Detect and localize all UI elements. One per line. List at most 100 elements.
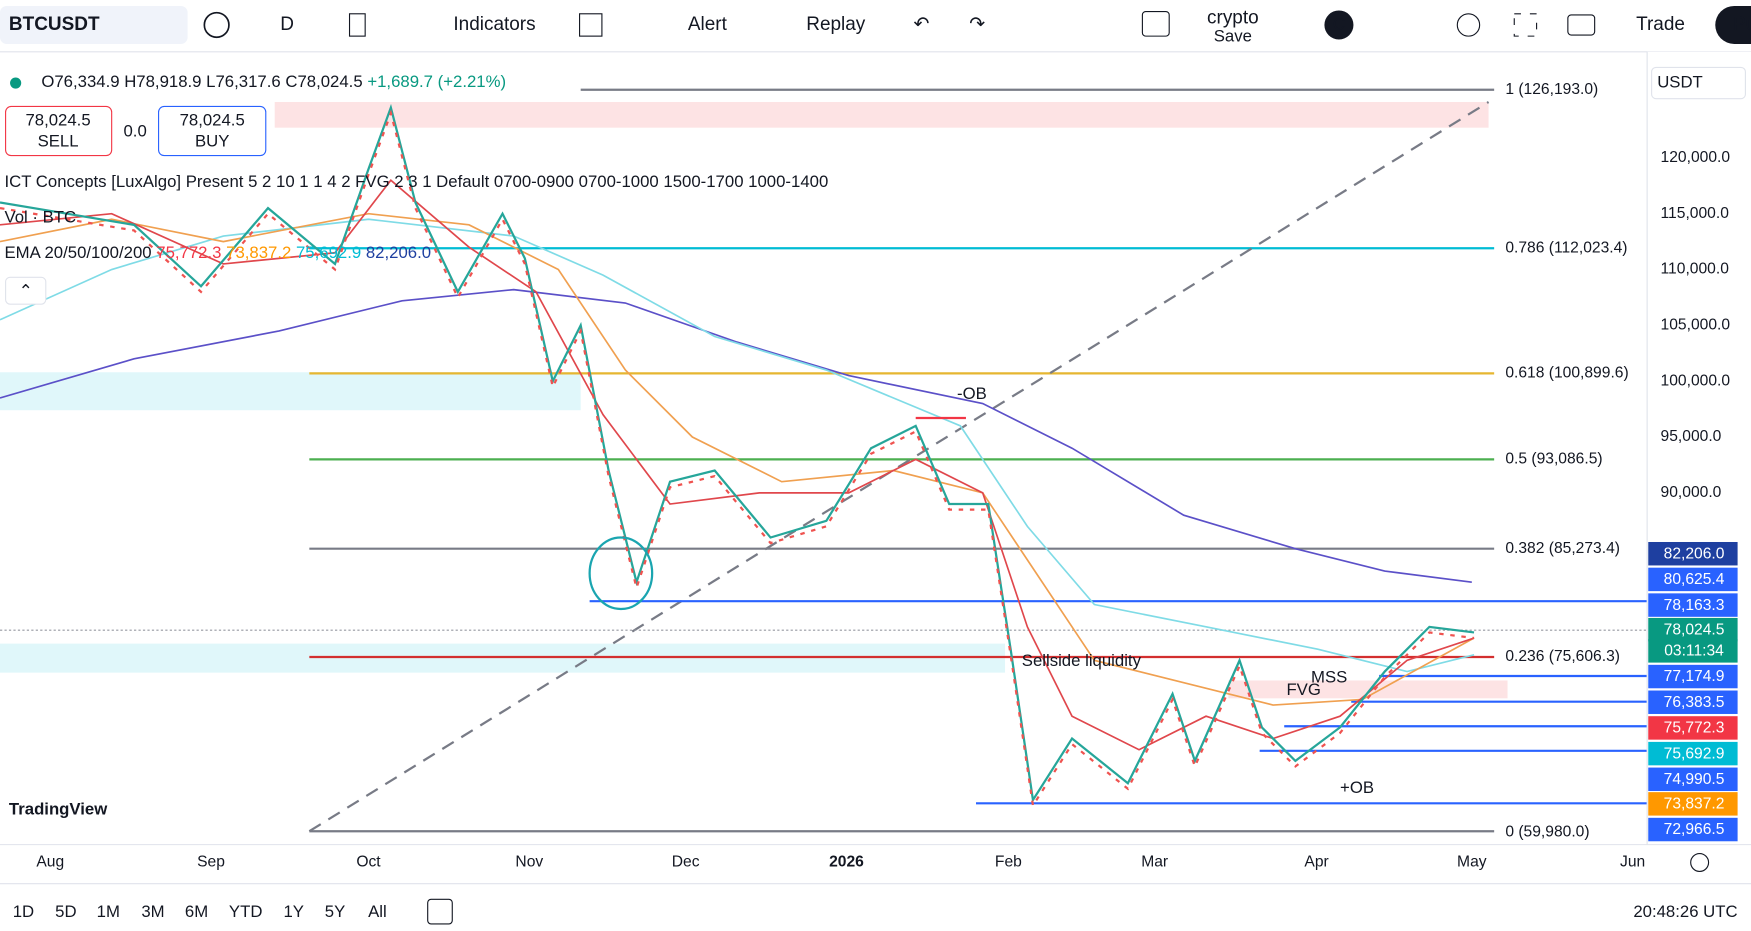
price-tag-bg — [1648, 617, 1738, 642]
price-label: 100,000.0 — [1661, 372, 1731, 389]
annotation: -OB — [957, 384, 987, 403]
templates-icon[interactable] — [579, 13, 603, 37]
ema-value: 75,772.3 — [156, 243, 221, 262]
fib-label: 0 (59,980.0) — [1505, 823, 1589, 840]
symbol-box[interactable] — [0, 5, 188, 44]
range-button[interactable]: 6M — [185, 902, 208, 921]
ema-20 — [0, 178, 1475, 751]
annotation: FVG — [1286, 680, 1320, 699]
open: O76,334.9 — [41, 72, 119, 91]
ohlc-legend: O76,334.9 H78,918.9 L76,317.6 C78,024.5 … — [41, 72, 506, 91]
range-button[interactable]: 3M — [141, 902, 164, 921]
range-button[interactable]: 1D — [13, 902, 34, 921]
publish-button[interactable] — [1715, 5, 1751, 44]
buy-price[interactable]: 78,024.5 — [180, 110, 245, 129]
price-tag: 77,174.9 — [1664, 668, 1725, 685]
price-tag-bg — [1648, 541, 1738, 566]
change: +1,689.7 (+2.21%) — [367, 72, 506, 91]
close: C78,024.5 — [285, 72, 362, 91]
sell-button[interactable] — [5, 105, 113, 157]
price-tag: 74,990.5 — [1664, 771, 1725, 788]
price-tag: 80,625.4 — [1664, 571, 1725, 588]
symbol[interactable]: BTCUSDT — [9, 14, 100, 35]
time-label: Mar — [1141, 854, 1168, 871]
range-button[interactable]: 1Y — [283, 902, 303, 921]
clock: 20:48:26 UTC — [1633, 902, 1737, 921]
price-tag-bg — [1648, 817, 1738, 842]
layout-save[interactable]: Save — [1214, 27, 1252, 46]
price-tag: 03:11:34 — [1664, 643, 1724, 660]
buy-label[interactable]: BUY — [195, 132, 229, 151]
trade-button[interactable]: Trade — [1636, 14, 1685, 35]
replay-button[interactable]: Replay — [806, 14, 866, 35]
date-range-icon[interactable] — [427, 898, 453, 925]
price-tag: 78,024.5 — [1664, 621, 1725, 638]
price-tag-bg — [1648, 792, 1738, 816]
ema-100 — [0, 218, 1475, 673]
indicator-legend: Vol · BTC — [4, 208, 76, 227]
circle-drawing — [588, 536, 654, 611]
ema-200 — [0, 288, 1472, 584]
add-icon[interactable] — [203, 11, 230, 39]
redo[interactable]: ↷ — [969, 14, 985, 35]
sell-price[interactable]: 78,024.5 — [25, 110, 90, 129]
logo: TradingView — [9, 799, 108, 818]
price-label: 90,000.0 — [1661, 484, 1722, 501]
fib-label: 1 (126,193.0) — [1505, 81, 1598, 98]
price-tag-bg — [1648, 639, 1738, 663]
interval[interactable]: D — [280, 14, 294, 35]
currency[interactable]: USDT — [1657, 72, 1703, 91]
supply-zone — [274, 102, 1489, 128]
trend-line — [308, 101, 1490, 833]
settings-icon[interactable] — [1456, 13, 1481, 37]
collapse-button[interactable] — [5, 276, 47, 305]
ema-value: 82,206.0 — [366, 243, 431, 262]
price-label: 110,000.0 — [1661, 261, 1730, 278]
undo[interactable]: ↶ — [913, 14, 929, 35]
indicator-legend: ICT Concepts [LuxAlgo] Present 5 2 10 1 … — [4, 172, 828, 191]
status-dot — [10, 77, 22, 89]
fullscreen-icon[interactable] — [1513, 13, 1538, 37]
sell-label[interactable]: SELL — [38, 132, 79, 151]
price-label: 105,000.0 — [1661, 316, 1731, 333]
annotation: +OB — [1340, 778, 1374, 797]
avatar-letter[interactable]: C — [1333, 14, 1345, 33]
buy-button[interactable] — [158, 105, 267, 157]
low: L76,317.6 — [206, 72, 281, 91]
fib-label: 0.382 (85,273.4) — [1505, 540, 1620, 557]
demand-zone — [0, 372, 581, 411]
axis-settings[interactable] — [1690, 852, 1710, 872]
range-button[interactable]: 1M — [97, 902, 120, 921]
layout-name[interactable]: crypto — [1207, 7, 1259, 28]
price-tag: 73,837.2 — [1664, 796, 1725, 813]
high: H78,918.9 — [124, 72, 201, 91]
time-label: 2026 — [829, 854, 864, 871]
ema-legend: EMA 20/50/100/200 75,772.3 73,837.2 75,6… — [4, 243, 431, 262]
range-button[interactable]: 5D — [55, 902, 76, 921]
spread: 0.0 — [123, 122, 146, 141]
alert-button[interactable]: Alert — [688, 14, 728, 35]
snapshot-icon[interactable] — [1567, 14, 1596, 36]
currency-select[interactable] — [1651, 66, 1746, 100]
chart-type-icon[interactable] — [348, 13, 366, 37]
price-tag-bg — [1648, 664, 1738, 689]
layout-icon[interactable] — [1141, 10, 1170, 37]
price-path — [0, 103, 1475, 804]
price-tag: 82,206.0 — [1664, 545, 1725, 562]
range-button[interactable]: 5Y — [325, 902, 346, 921]
time-label: Nov — [515, 854, 543, 871]
price-tag-bg — [1648, 741, 1738, 766]
annotation: MSS — [1311, 668, 1347, 687]
range-button[interactable]: All — [368, 902, 387, 921]
indicators-button[interactable]: Indicators — [453, 14, 535, 35]
annotation: Sellside liquidity — [1022, 651, 1142, 670]
ema-50 — [0, 212, 1475, 706]
ema-value: 75,692.9 — [296, 243, 361, 262]
price-tag-bg — [1648, 567, 1738, 592]
range-button[interactable]: YTD — [229, 902, 263, 921]
collapse-icon[interactable]: ⌃ — [19, 281, 33, 300]
avatar[interactable] — [1324, 10, 1354, 40]
price-tag-bg — [1648, 690, 1738, 714]
price-label: 120,000.0 — [1661, 149, 1731, 166]
publish-label[interactable]: Pu — [1733, 14, 1751, 35]
